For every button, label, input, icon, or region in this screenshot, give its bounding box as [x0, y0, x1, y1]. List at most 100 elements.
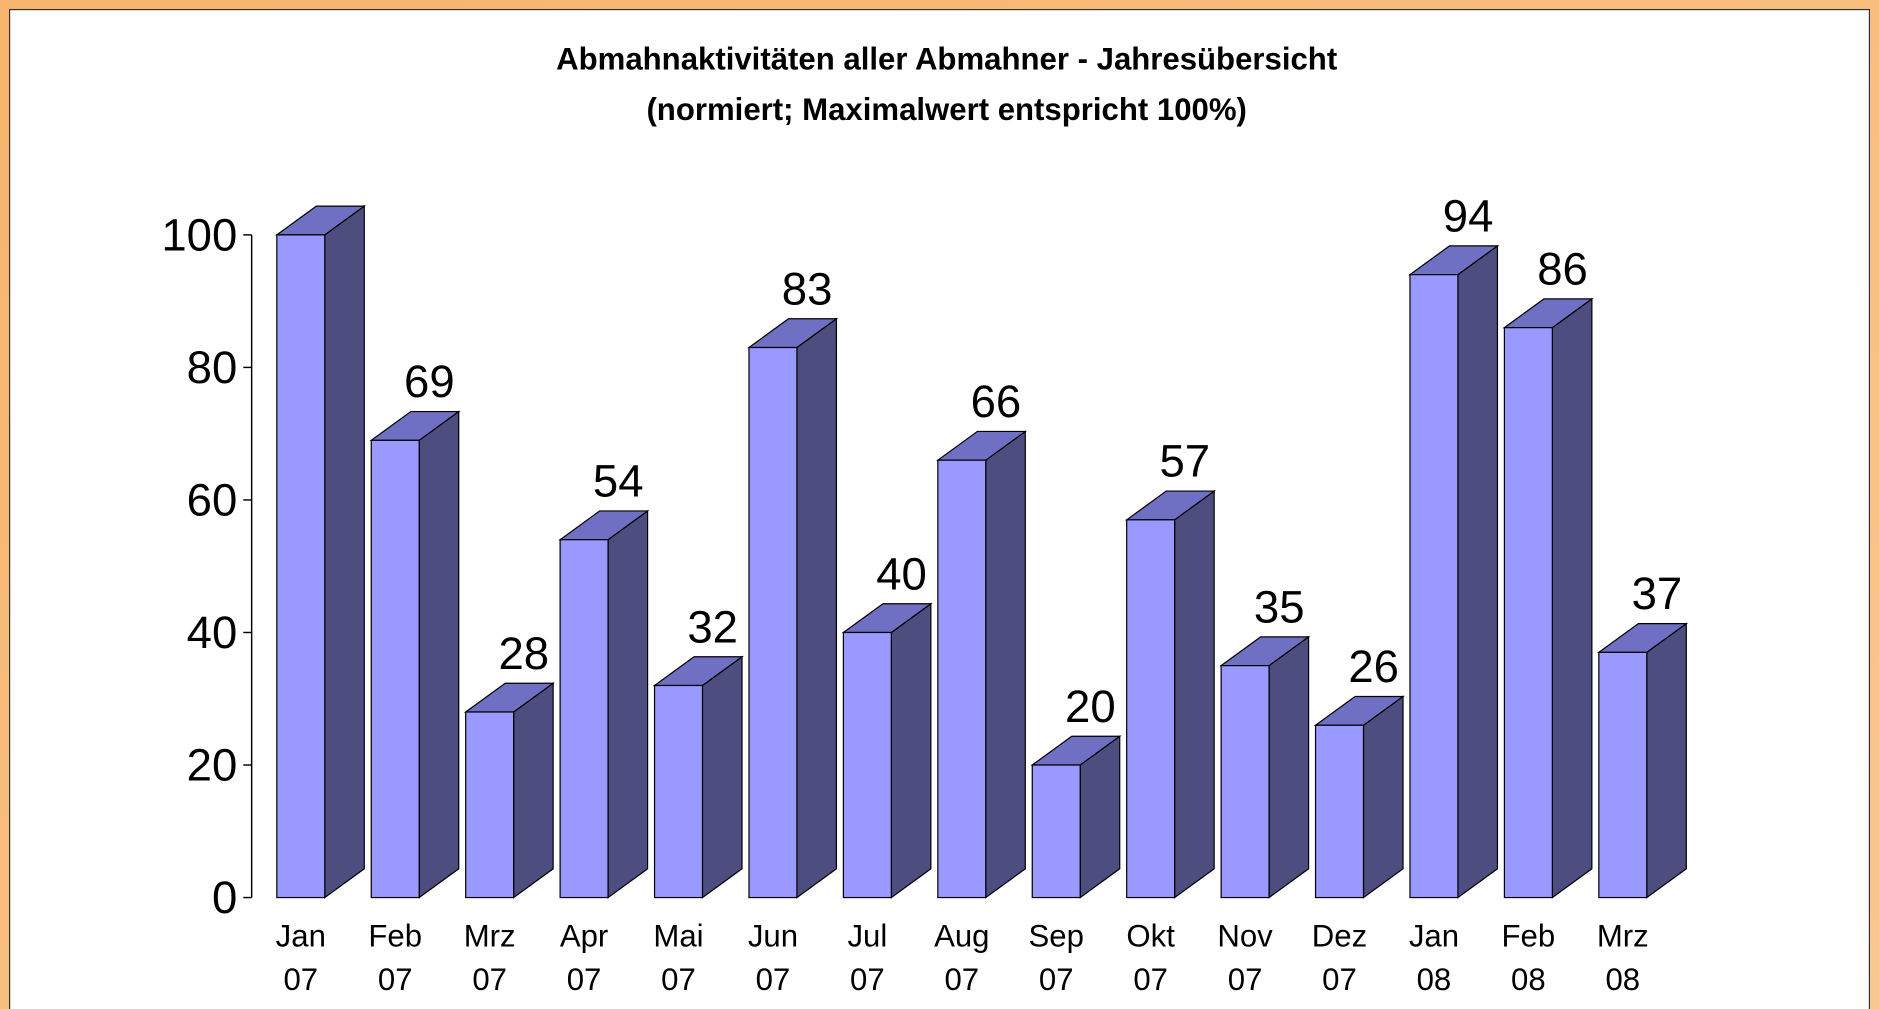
x-tick-label: Jan 08 — [1409, 919, 1459, 997]
data-label: 37 — [1632, 568, 1683, 619]
x-tick-label: Jun 07 — [748, 919, 798, 997]
x-tick-label-line: Sep — [1029, 919, 1084, 954]
x-tick-label: Feb 08 — [1502, 919, 1556, 997]
bar — [1502, 297, 1594, 899]
bar-side — [1362, 695, 1404, 899]
x-tick-label: Sep 07 — [1029, 919, 1084, 997]
bar — [652, 655, 744, 899]
bar-side — [1268, 635, 1310, 899]
x-tick-label: Okt 07 — [1126, 919, 1175, 997]
x-tick-label-line: Jul — [847, 919, 887, 954]
bar — [558, 509, 650, 899]
x-tick-label-line: 07 — [472, 962, 507, 997]
data-label: 35 — [1254, 581, 1305, 632]
bar-front — [1031, 764, 1081, 899]
bar-side — [701, 655, 743, 899]
y-tick-label: 60 — [187, 475, 238, 526]
bar-front — [559, 539, 609, 899]
y-tick-label: 20 — [187, 740, 238, 791]
y-tick-label: 0 — [212, 872, 237, 923]
bar-front — [1409, 274, 1459, 899]
x-tick-label: Dez 07 — [1312, 919, 1367, 997]
bar-side — [1457, 244, 1499, 899]
x-tick-label-line: Feb — [368, 919, 422, 954]
x-tick-label-line: 08 — [1605, 962, 1640, 997]
x-tick-label-line: 07 — [283, 962, 318, 997]
y-tick-label: 40 — [187, 607, 238, 658]
bar — [841, 602, 933, 899]
x-tick-label-line: 07 — [661, 962, 696, 997]
bar-front — [370, 439, 420, 899]
x-tick-label: Mrz 07 — [464, 919, 516, 997]
x-tick-label-line: Okt — [1126, 919, 1175, 954]
x-tick-label-line: Jan — [276, 919, 326, 954]
data-label: 28 — [498, 628, 549, 679]
bar-front — [653, 684, 704, 899]
data-label: 40 — [876, 548, 927, 599]
bar-side — [607, 509, 649, 899]
x-tick-label-line: 08 — [1417, 962, 1452, 997]
y-tick-label: 100 — [161, 209, 237, 260]
x-tick-label-line: 07 — [1322, 962, 1357, 997]
data-label: 57 — [1159, 436, 1210, 487]
data-label: 66 — [971, 376, 1022, 427]
chart-title: Abmahnaktivitäten aller Abmahner - Jahre… — [556, 42, 1337, 77]
data-label: 20 — [1065, 681, 1116, 732]
x-tick-label-line: Mrz — [1597, 919, 1649, 954]
bar-side — [1646, 622, 1687, 899]
x-tick-label: Nov 07 — [1217, 919, 1273, 997]
x-tick-label-line: Dez — [1312, 919, 1367, 954]
data-label: 94 — [1443, 190, 1494, 241]
bar-side — [1551, 297, 1593, 899]
bar-side — [1174, 489, 1215, 899]
bar — [935, 430, 1028, 899]
data-label: 54 — [593, 456, 644, 507]
x-tick-label-line: 07 — [567, 962, 602, 997]
x-tick-label: Mrz 08 — [1597, 919, 1649, 997]
bar-front — [1220, 665, 1270, 899]
x-tick-label-line: 07 — [756, 962, 791, 997]
bar-side — [324, 204, 365, 899]
bar — [1313, 695, 1405, 899]
x-tick-label: Jan 07 — [276, 919, 326, 997]
x-tick-label: Mai 07 — [653, 919, 703, 997]
bar-front — [842, 631, 892, 899]
bar-side — [985, 430, 1026, 899]
bar — [1596, 622, 1689, 899]
bar-side — [418, 410, 460, 899]
bar-side — [796, 317, 838, 899]
bar-front — [465, 711, 515, 899]
x-tick-label-line: Mai — [653, 919, 703, 954]
bar — [1408, 244, 1500, 899]
bar — [747, 317, 839, 899]
x-tick-label: Jul 07 — [847, 919, 887, 997]
bar — [369, 410, 461, 899]
x-tick-label-line: Feb — [1502, 919, 1556, 954]
x-tick-label-line: Nov — [1217, 919, 1273, 954]
bar-side — [890, 602, 932, 899]
x-tick-label-line: 07 — [1133, 962, 1168, 997]
x-tick-label-line: Apr — [560, 919, 608, 954]
x-tick-label-line: 07 — [1228, 962, 1263, 997]
x-tick-label-line: 07 — [944, 962, 979, 997]
x-tick-label: Feb 07 — [368, 919, 422, 997]
data-label: 69 — [404, 356, 455, 407]
chart-subtitle: (normiert; Maximalwert entspricht 100%) — [646, 92, 1246, 127]
bar-front — [1126, 519, 1176, 899]
x-tick-label-line: 07 — [1039, 962, 1074, 997]
bar-front — [1598, 651, 1648, 899]
x-tick-label-line: Mrz — [464, 919, 516, 954]
data-label: 26 — [1348, 641, 1399, 692]
x-tick-label-line: Jun — [748, 919, 798, 954]
bar — [274, 204, 367, 899]
x-tick-label-line: 08 — [1511, 962, 1546, 997]
bar — [1030, 735, 1122, 899]
data-label: 32 — [687, 601, 738, 652]
bar-front — [748, 346, 798, 899]
x-tick-label-line: 07 — [378, 962, 413, 997]
bar-front — [1503, 327, 1553, 899]
x-tick-label-line: Aug — [934, 919, 989, 954]
bar — [463, 682, 555, 899]
data-label: 86 — [1537, 244, 1588, 295]
